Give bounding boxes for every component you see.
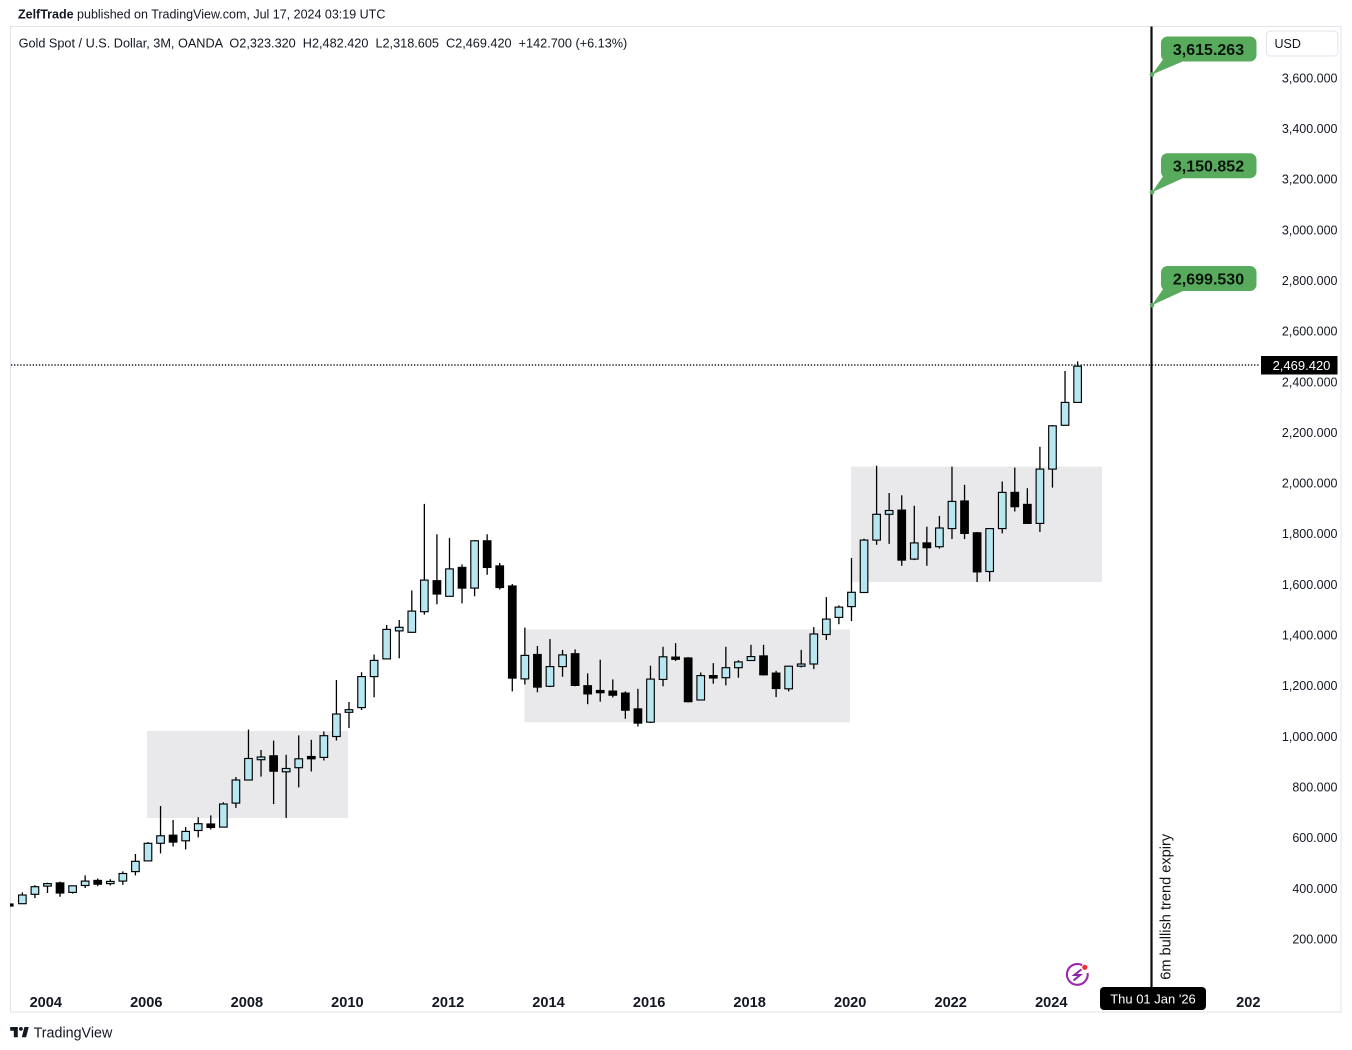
svg-text:USD: USD	[1275, 37, 1301, 51]
svg-text:2,699.530: 2,699.530	[1173, 271, 1244, 288]
svg-text:1,400.000: 1,400.000	[1282, 629, 1338, 643]
svg-text:400.000: 400.000	[1292, 882, 1337, 896]
svg-text:3,200.000: 3,200.000	[1282, 173, 1338, 187]
svg-text:600.000: 600.000	[1292, 831, 1337, 845]
svg-text:3,600.000: 3,600.000	[1282, 71, 1338, 85]
svg-text:2010: 2010	[331, 995, 363, 1011]
svg-text:ZelfTrade published on Trading: ZelfTrade published on TradingView.com, …	[18, 7, 385, 21]
svg-text:3,615.263: 3,615.263	[1173, 42, 1244, 59]
svg-text:800.000: 800.000	[1292, 781, 1337, 795]
svg-text:2018: 2018	[733, 995, 765, 1011]
svg-text:1,800.000: 1,800.000	[1282, 527, 1338, 541]
svg-text:6m bullish trend expiry: 6m bullish trend expiry	[1159, 833, 1175, 980]
svg-text:2016: 2016	[633, 995, 665, 1011]
svg-text:2006: 2006	[130, 995, 162, 1011]
svg-text:3,000.000: 3,000.000	[1282, 223, 1338, 237]
svg-text:Thu 01 Jan '26: Thu 01 Jan '26	[1110, 991, 1196, 1006]
svg-text:2008: 2008	[231, 995, 263, 1011]
svg-text:2012: 2012	[432, 995, 464, 1011]
svg-text:2,000.000: 2,000.000	[1282, 477, 1338, 491]
svg-text:1,600.000: 1,600.000	[1282, 578, 1338, 592]
svg-text:2,800.000: 2,800.000	[1282, 274, 1338, 288]
svg-text:3,400.000: 3,400.000	[1282, 122, 1338, 136]
svg-text:Gold Spot / U.S. Dollar, 3M, O: Gold Spot / U.S. Dollar, 3M, OANDA O2,32…	[19, 36, 628, 50]
svg-text:200.000: 200.000	[1292, 932, 1337, 946]
svg-text:2024: 2024	[1035, 995, 1068, 1011]
svg-text:3,150.852: 3,150.852	[1173, 159, 1244, 176]
svg-text:2,200.000: 2,200.000	[1282, 426, 1338, 440]
svg-text:1,200.000: 1,200.000	[1282, 679, 1338, 693]
svg-text:TradingView: TradingView	[34, 1026, 113, 1042]
svg-text:2004: 2004	[30, 995, 63, 1011]
svg-text:2,469.420: 2,469.420	[1273, 358, 1331, 373]
svg-text:2,400.000: 2,400.000	[1282, 375, 1338, 389]
svg-text:2022: 2022	[934, 995, 966, 1011]
svg-text:2014: 2014	[532, 995, 565, 1011]
svg-text:2020: 2020	[834, 995, 866, 1011]
svg-text:2,600.000: 2,600.000	[1282, 325, 1338, 339]
svg-text:1,000.000: 1,000.000	[1282, 730, 1338, 744]
